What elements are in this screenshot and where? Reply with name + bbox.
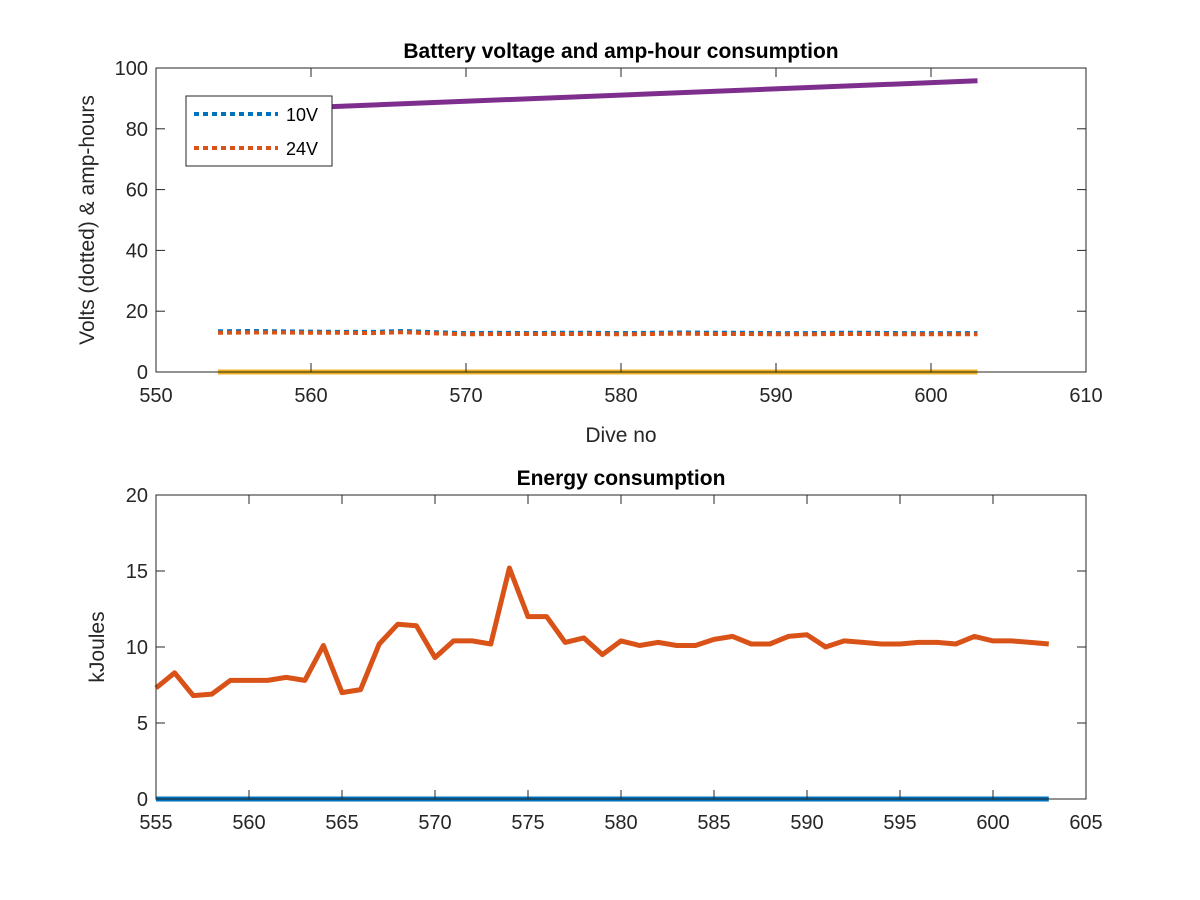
legend-label-24v: 24V [286,139,318,159]
y-axis-label: kJoules [86,611,109,682]
x-tick-label: 585 [697,812,730,834]
legend-box [185,95,333,167]
x-tick-label: 565 [325,812,358,834]
y-tick-label: 15 [126,561,148,583]
y-tick-label: 5 [137,713,148,735]
x-tick-label: 560 [232,812,265,834]
x-tick-label: 590 [759,385,792,407]
chart-title: Battery voltage and amp-hour consumption [403,40,838,63]
x-tick-label: 600 [976,812,1009,834]
y-tick-label: 0 [137,789,148,811]
y-tick-label: 100 [115,58,148,80]
x-tick-label: 605 [1069,812,1102,834]
x-tick-label: 575 [511,812,544,834]
energy-consumption-plot: Energy consumption kJoules 555 560 565 570 5… [86,467,1103,834]
series-line-24v [217,330,978,337]
y-axis: 0 5 10 15 20 [126,485,1086,811]
x-tick-label: 600 [914,385,947,407]
x-axis: 550 560 570 580 590 600 610 [139,68,1103,407]
y-tick-label: 20 [126,485,148,507]
y-tick-label: 20 [126,301,148,323]
chart-title: Energy consumption [517,467,726,490]
x-tick-label: 595 [883,812,916,834]
x-tick-label: 555 [139,812,172,834]
x-axis: 555 560 565 570 575 580 585 590 595 600 605 [139,495,1103,834]
legend-label-10v: 10V [286,105,318,125]
x-tick-label: 580 [604,812,637,834]
x-tick-label: 560 [294,385,327,407]
x-tick-label: 580 [604,385,637,407]
y-tick-label: 40 [126,240,148,262]
x-tick-label: 590 [790,812,823,834]
x-tick-label: 570 [449,385,482,407]
y-tick-label: 60 [126,180,148,202]
y-tick-label: 80 [126,119,148,141]
y-tick-label: 10 [126,637,148,659]
series-line-2 [154,565,1050,699]
x-axis-label: Dive no [585,424,656,447]
y-axis: 0 20 40 60 80 100 [115,58,1086,384]
x-tick-label: 570 [418,812,451,834]
y-tick-label: 0 [137,362,148,384]
voltage-amphour-plot: Battery voltage and amp-hour consumption… [76,40,1103,447]
legend: 10V 24V [185,95,333,167]
x-tick-label: 610 [1069,385,1102,407]
x-tick-label: 550 [139,385,172,407]
series-line-4 [217,78,978,114]
y-axis-label: Volts (dotted) & amp-hours [76,95,99,345]
